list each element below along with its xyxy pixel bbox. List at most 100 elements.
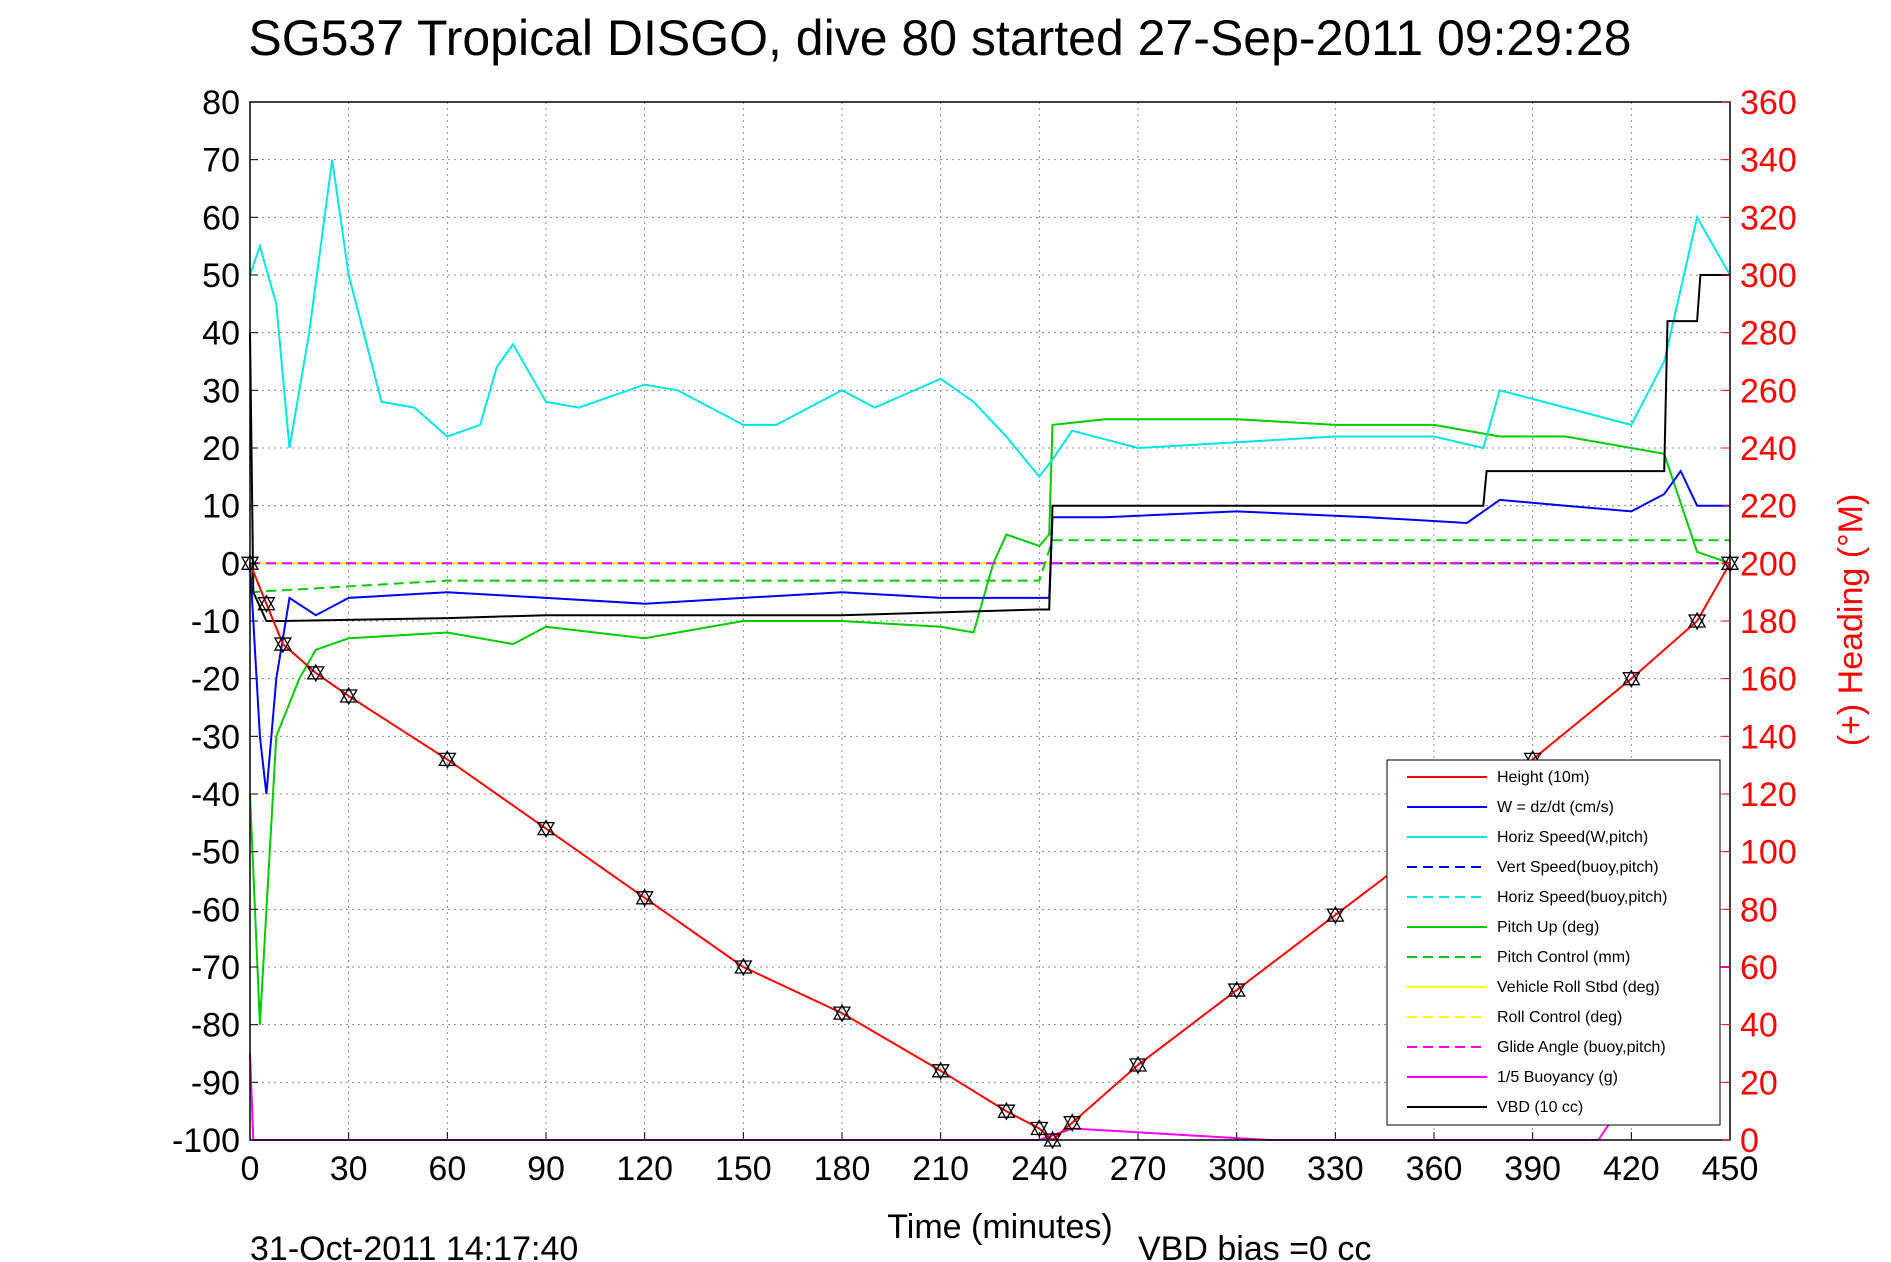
- y-right-tick-label: 40: [1740, 1007, 1778, 1045]
- height-marker: [734, 960, 753, 977]
- y-left-tick-label: -60: [191, 891, 240, 929]
- y-left-tick-label: -10: [191, 603, 240, 641]
- height-marker: [536, 819, 556, 836]
- height-marker: [1128, 1055, 1148, 1072]
- height-marker: [1687, 614, 1707, 631]
- height-marker: [438, 752, 457, 769]
- height-marker: [1227, 983, 1246, 1000]
- x-tick-label: 390: [1504, 1150, 1561, 1188]
- height-marker: [1063, 1113, 1082, 1130]
- y-left-tick-label: 0: [221, 545, 240, 583]
- x-tick-label: 30: [330, 1150, 368, 1188]
- height-marker: [997, 1104, 1016, 1121]
- x-axis-label: Time (minutes): [887, 1208, 1112, 1246]
- y-right-tick-label: 160: [1740, 661, 1797, 699]
- x-tick-label: 240: [1011, 1150, 1068, 1188]
- series-line: [249, 274, 1730, 622]
- y-right-tick-label: 120: [1740, 776, 1797, 814]
- height-marker: [257, 594, 276, 611]
- height-marker: [438, 750, 457, 767]
- markers: [240, 554, 1740, 1150]
- legend: Height (10m) W = dz/dt (cm/s) Horiz Speed(…: [1386, 759, 1721, 1126]
- y-left-tick-label: 20: [202, 430, 240, 468]
- height-marker: [339, 689, 358, 706]
- y-left-tick-label: 40: [202, 315, 240, 353]
- height-marker: [997, 1101, 1016, 1118]
- height-marker: [306, 663, 325, 680]
- y-left-tick-label: 70: [202, 142, 240, 180]
- height-marker: [1063, 1116, 1082, 1133]
- height-marker: [734, 957, 753, 974]
- y-left-tick-label: 80: [202, 84, 240, 122]
- y-left-tick-label: 30: [202, 372, 240, 410]
- x-tick-label: 150: [715, 1150, 772, 1188]
- x-tick-label: 180: [814, 1150, 871, 1188]
- height-marker: [1128, 1058, 1148, 1075]
- legend-label: Horiz Speed(buoy,pitch): [1497, 889, 1667, 906]
- legend-label: 1/5 Buoyancy (g): [1497, 1069, 1618, 1086]
- legend-label: Pitch Control (mm): [1497, 949, 1630, 966]
- x-tick-label: 330: [1307, 1150, 1364, 1188]
- x-tick-label: 360: [1406, 1150, 1463, 1188]
- height-marker: [339, 686, 358, 703]
- legend-label: VBD (10 cc): [1497, 1099, 1583, 1116]
- y-right-tick-label: 340: [1740, 142, 1797, 180]
- legend-label: Height (10m): [1497, 769, 1589, 786]
- x-axis-ticks: 0 30 60 90 120 150 180 210 240 270 300 330 360 390 420…: [241, 1132, 1759, 1188]
- y-right-tick-label: 300: [1740, 257, 1797, 295]
- series-line: [249, 539, 1730, 594]
- y-right-tick-label: 140: [1740, 718, 1797, 756]
- y-left-tick-label: -20: [191, 661, 240, 699]
- y-right-tick-label: 260: [1740, 372, 1797, 410]
- y-right-axis-ticks: 3603403203002802602402202001801601401201…: [1722, 84, 1797, 1160]
- x-tick-label: 420: [1603, 1150, 1660, 1188]
- x-tick-label: 60: [428, 1150, 466, 1188]
- height-marker: [306, 666, 325, 683]
- y-left-tick-label: -80: [191, 1007, 240, 1045]
- y-right-tick-label: 180: [1740, 603, 1797, 641]
- height-marker: [1622, 672, 1641, 688]
- height-marker: [1030, 1121, 1049, 1138]
- height-marker: [1227, 980, 1246, 997]
- height-marker: [1687, 611, 1707, 628]
- legend-label: Pitch Up (deg): [1497, 919, 1599, 936]
- y-right-tick-label: 360: [1740, 84, 1797, 122]
- legend-label: Vehicle Roll Stbd (deg): [1497, 979, 1660, 996]
- x-tick-label: 210: [912, 1150, 969, 1188]
- height-marker: [1043, 1130, 1062, 1147]
- y-right-tick-label: 240: [1740, 430, 1797, 468]
- legend-label: Vert Speed(buoy,pitch): [1497, 859, 1659, 876]
- height-marker: [257, 597, 276, 614]
- height-marker: [273, 637, 293, 654]
- y-left-axis-ticks: 80 70 60 50 40 30 20 10 0 -10 -20 -30 -40 -50 -60 -70 -8…: [172, 84, 258, 1160]
- footer-vbd-bias: VBD bias =0 cc: [1138, 1230, 1371, 1262]
- height-marker: [931, 1061, 950, 1078]
- legend-label: W = dz/dt (cm/s): [1497, 799, 1614, 816]
- y-left-tick-label: -70: [191, 949, 240, 987]
- y-right-tick-label: 0: [1740, 1122, 1759, 1160]
- x-tick-label: 270: [1110, 1150, 1167, 1188]
- y-right-tick-label: 60: [1740, 949, 1778, 987]
- y-right-tick-label: 200: [1740, 545, 1797, 583]
- height-marker: [931, 1064, 950, 1081]
- height-marker: [635, 891, 654, 908]
- y-right-tick-label: 20: [1740, 1064, 1778, 1102]
- y-left-tick-label: -40: [191, 776, 240, 814]
- y-left-tick-label: -30: [191, 718, 240, 756]
- height-marker: [1043, 1133, 1062, 1150]
- series-line: [249, 159, 1731, 479]
- legend-label: Roll Control (deg): [1497, 1009, 1622, 1026]
- x-tick-label: 0: [241, 1150, 260, 1188]
- y-left-tick-label: -100: [172, 1122, 240, 1160]
- chart-title: SG537 Tropical DISGO, dive 80 started 27…: [248, 10, 1631, 66]
- y-left-tick-label: -50: [191, 834, 240, 872]
- height-marker: [1622, 669, 1641, 686]
- x-tick-label: 90: [527, 1150, 565, 1188]
- height-marker: [635, 888, 654, 905]
- y-left-tick-label: 60: [202, 199, 240, 237]
- y-right-tick-label: 320: [1740, 199, 1797, 237]
- y-right-axis-label: (+) Heading (°M): [1832, 494, 1870, 747]
- height-marker: [273, 634, 293, 651]
- x-tick-label: 450: [1702, 1150, 1759, 1188]
